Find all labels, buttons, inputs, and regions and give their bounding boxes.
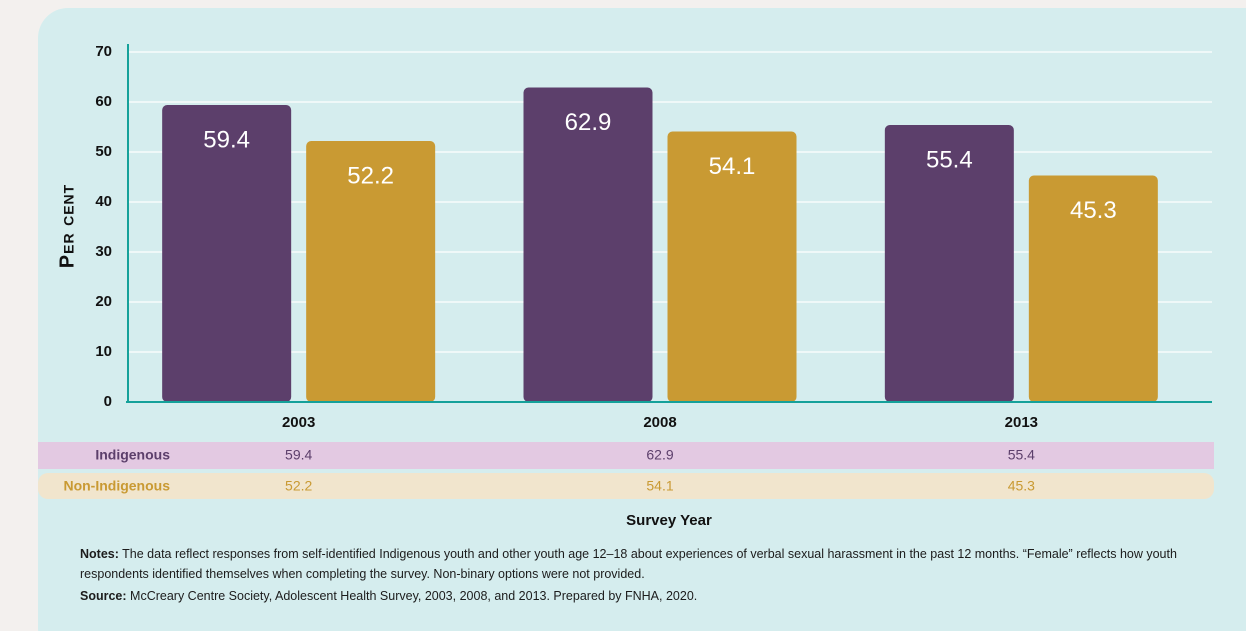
table-cell: 59.4 — [285, 447, 312, 463]
source-text: McCreary Centre Society, Adolescent Heal… — [130, 589, 697, 603]
value-label: 52.2 — [347, 162, 394, 189]
notes: Notes: The data reflect responses from s… — [80, 544, 1220, 608]
y-tick-label: 40 — [95, 193, 112, 210]
table-row-bg — [38, 442, 1214, 469]
x-tick-label: 2013 — [1005, 414, 1038, 431]
y-tick-label: 60 — [95, 93, 112, 110]
y-tick-label: 0 — [104, 393, 112, 410]
legend-label: Indigenous — [95, 447, 170, 463]
value-label: 55.4 — [926, 146, 973, 173]
table-cell: 62.9 — [646, 447, 673, 463]
y-tick-label: 10 — [95, 343, 112, 360]
notes-text: The data reflect responses from self-ide… — [80, 547, 1177, 581]
notes-paragraph: Notes: The data reflect responses from s… — [80, 544, 1220, 584]
source-label: Source: — [80, 589, 127, 603]
x-tick-label: 2008 — [643, 414, 676, 431]
table-row-bg — [38, 473, 1214, 499]
x-tick-label: 2003 — [282, 414, 315, 431]
y-axis-title: Per cent — [56, 184, 78, 268]
legend-label: Non-Indigenous — [63, 478, 170, 494]
value-label: 62.9 — [565, 109, 612, 136]
page: {"chart_data": {"type": "bar", "y_label"… — [0, 0, 1246, 631]
y-tick-label: 50 — [95, 143, 112, 160]
chart: Per cent Survey Year 0 10 20 30 40 50 60 70 Indi… — [0, 0, 1246, 631]
notes-label: Notes: — [80, 547, 119, 561]
source-paragraph: Source: McCreary Centre Society, Adolesc… — [80, 586, 1220, 606]
table-cell: 54.1 — [646, 478, 673, 494]
value-label: 59.4 — [203, 126, 250, 153]
x-axis-title: Survey Year — [626, 512, 712, 529]
table-cell: 45.3 — [1008, 478, 1035, 494]
table-cell: 52.2 — [285, 478, 312, 494]
y-tick-label: 20 — [95, 293, 112, 310]
value-label: 54.1 — [709, 153, 756, 180]
value-label: 45.3 — [1070, 197, 1117, 224]
table-cell: 55.4 — [1008, 447, 1035, 463]
y-tick-label: 70 — [95, 43, 112, 60]
y-tick-label: 30 — [95, 243, 112, 260]
